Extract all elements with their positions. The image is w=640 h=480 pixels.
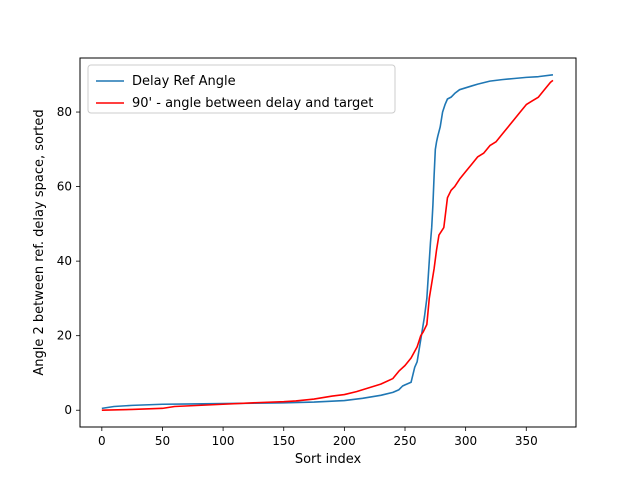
legend: Delay Ref Angle 90' - angle between delay…: [87, 64, 396, 114]
x-tick-label: 350: [515, 434, 538, 448]
legend-box: [87, 64, 396, 114]
y-axis-ticks: 0 20 40 60 80: [57, 105, 80, 417]
series-line-2: [101, 79, 554, 412]
legend-label-2: 90' - angle between delay and target: [132, 96, 373, 111]
x-tick-label: 200: [333, 434, 356, 448]
y-axis-label: Angle 2 between ref. delay space, sorted: [32, 109, 47, 375]
x-tick-label: 0: [98, 434, 106, 448]
x-tick-label: 300: [454, 434, 477, 448]
x-tick-label: 100: [212, 434, 235, 448]
y-tick-label: 0: [64, 403, 72, 417]
y-tick-label: 40: [57, 254, 72, 268]
y-tick-label: 80: [57, 105, 72, 119]
x-tick-label: 50: [155, 434, 170, 448]
legend-label-1: Delay Ref Angle: [132, 74, 236, 89]
y-tick-label: 20: [57, 329, 72, 343]
axes-frame: [79, 57, 577, 428]
series-line-1: [101, 73, 554, 410]
x-axis-label: Sort index: [295, 452, 362, 467]
x-tick-label: 150: [272, 434, 295, 448]
x-axis-ticks: 0 50 100 150 200 250 300 350: [98, 427, 538, 448]
plot-lines: [101, 73, 554, 412]
y-tick-label: 60: [57, 180, 72, 194]
x-tick-label: 250: [394, 434, 417, 448]
